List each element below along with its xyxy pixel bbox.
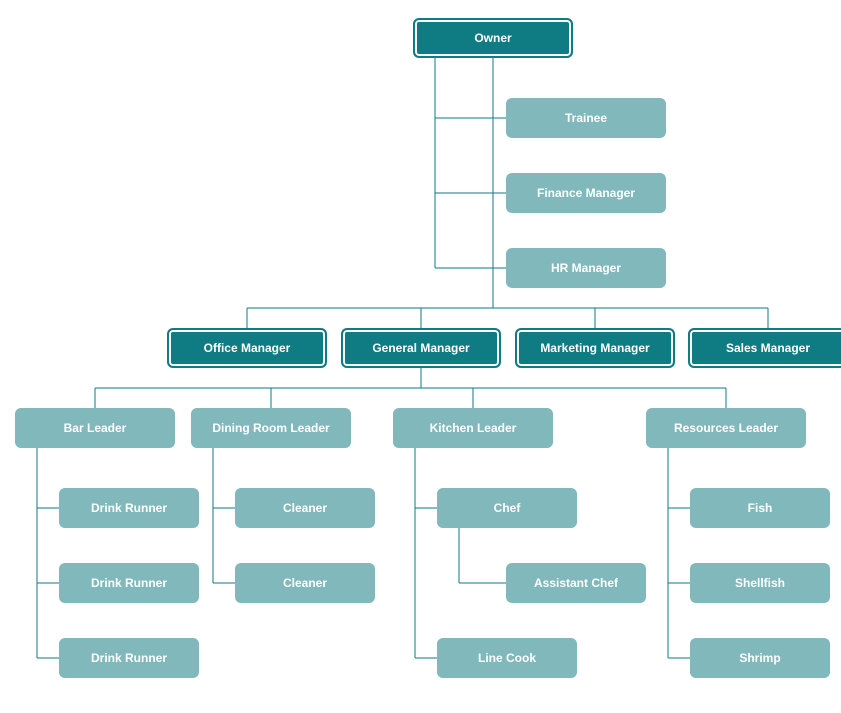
node-label: Drink Runner [91,576,167,590]
node-cleaner_2: Cleaner [235,563,375,603]
node-label: Assistant Chef [534,576,618,590]
node-label: Shrimp [739,651,780,665]
node-cleaner_1: Cleaner [235,488,375,528]
node-label: Dining Room Leader [212,421,329,435]
node-label: Sales Manager [726,341,810,355]
node-label: Shellfish [735,576,785,590]
node-bar_leader: Bar Leader [15,408,175,448]
node-label: Resources Leader [674,421,778,435]
node-label: Cleaner [283,576,327,590]
node-label: Kitchen Leader [430,421,517,435]
node-label: Chef [494,501,521,515]
node-chef: Chef [437,488,577,528]
node-label: Drink Runner [91,501,167,515]
node-label: Fish [748,501,773,515]
node-owner: Owner [413,18,573,58]
node-dining_leader: Dining Room Leader [191,408,351,448]
node-label: Office Manager [204,341,291,355]
node-label: Line Cook [478,651,536,665]
node-shrimp: Shrimp [690,638,830,678]
node-label: Marketing Manager [540,341,649,355]
node-office_mgr: Office Manager [167,328,327,368]
node-drink_runner_1: Drink Runner [59,488,199,528]
node-finance_mgr: Finance Manager [506,173,666,213]
node-label: Cleaner [283,501,327,515]
org-chart-canvas: Owner Trainee Finance Manager HR Manager Off… [0,0,841,713]
node-resources_leader: Resources Leader [646,408,806,448]
node-line_cook: Line Cook [437,638,577,678]
node-label: Owner [474,31,511,45]
node-label: Trainee [565,111,607,125]
node-label: Bar Leader [64,421,127,435]
node-trainee: Trainee [506,98,666,138]
node-label: Drink Runner [91,651,167,665]
node-assistant_chef: Assistant Chef [506,563,646,603]
node-hr_mgr: HR Manager [506,248,666,288]
node-kitchen_leader: Kitchen Leader [393,408,553,448]
node-general_mgr: General Manager [341,328,501,368]
node-marketing_mgr: Marketing Manager [515,328,675,368]
node-label: HR Manager [551,261,621,275]
node-drink_runner_3: Drink Runner [59,638,199,678]
node-shellfish: Shellfish [690,563,830,603]
node-fish: Fish [690,488,830,528]
node-label: General Manager [372,341,469,355]
node-label: Finance Manager [537,186,635,200]
node-drink_runner_2: Drink Runner [59,563,199,603]
node-sales_mgr: Sales Manager [688,328,841,368]
